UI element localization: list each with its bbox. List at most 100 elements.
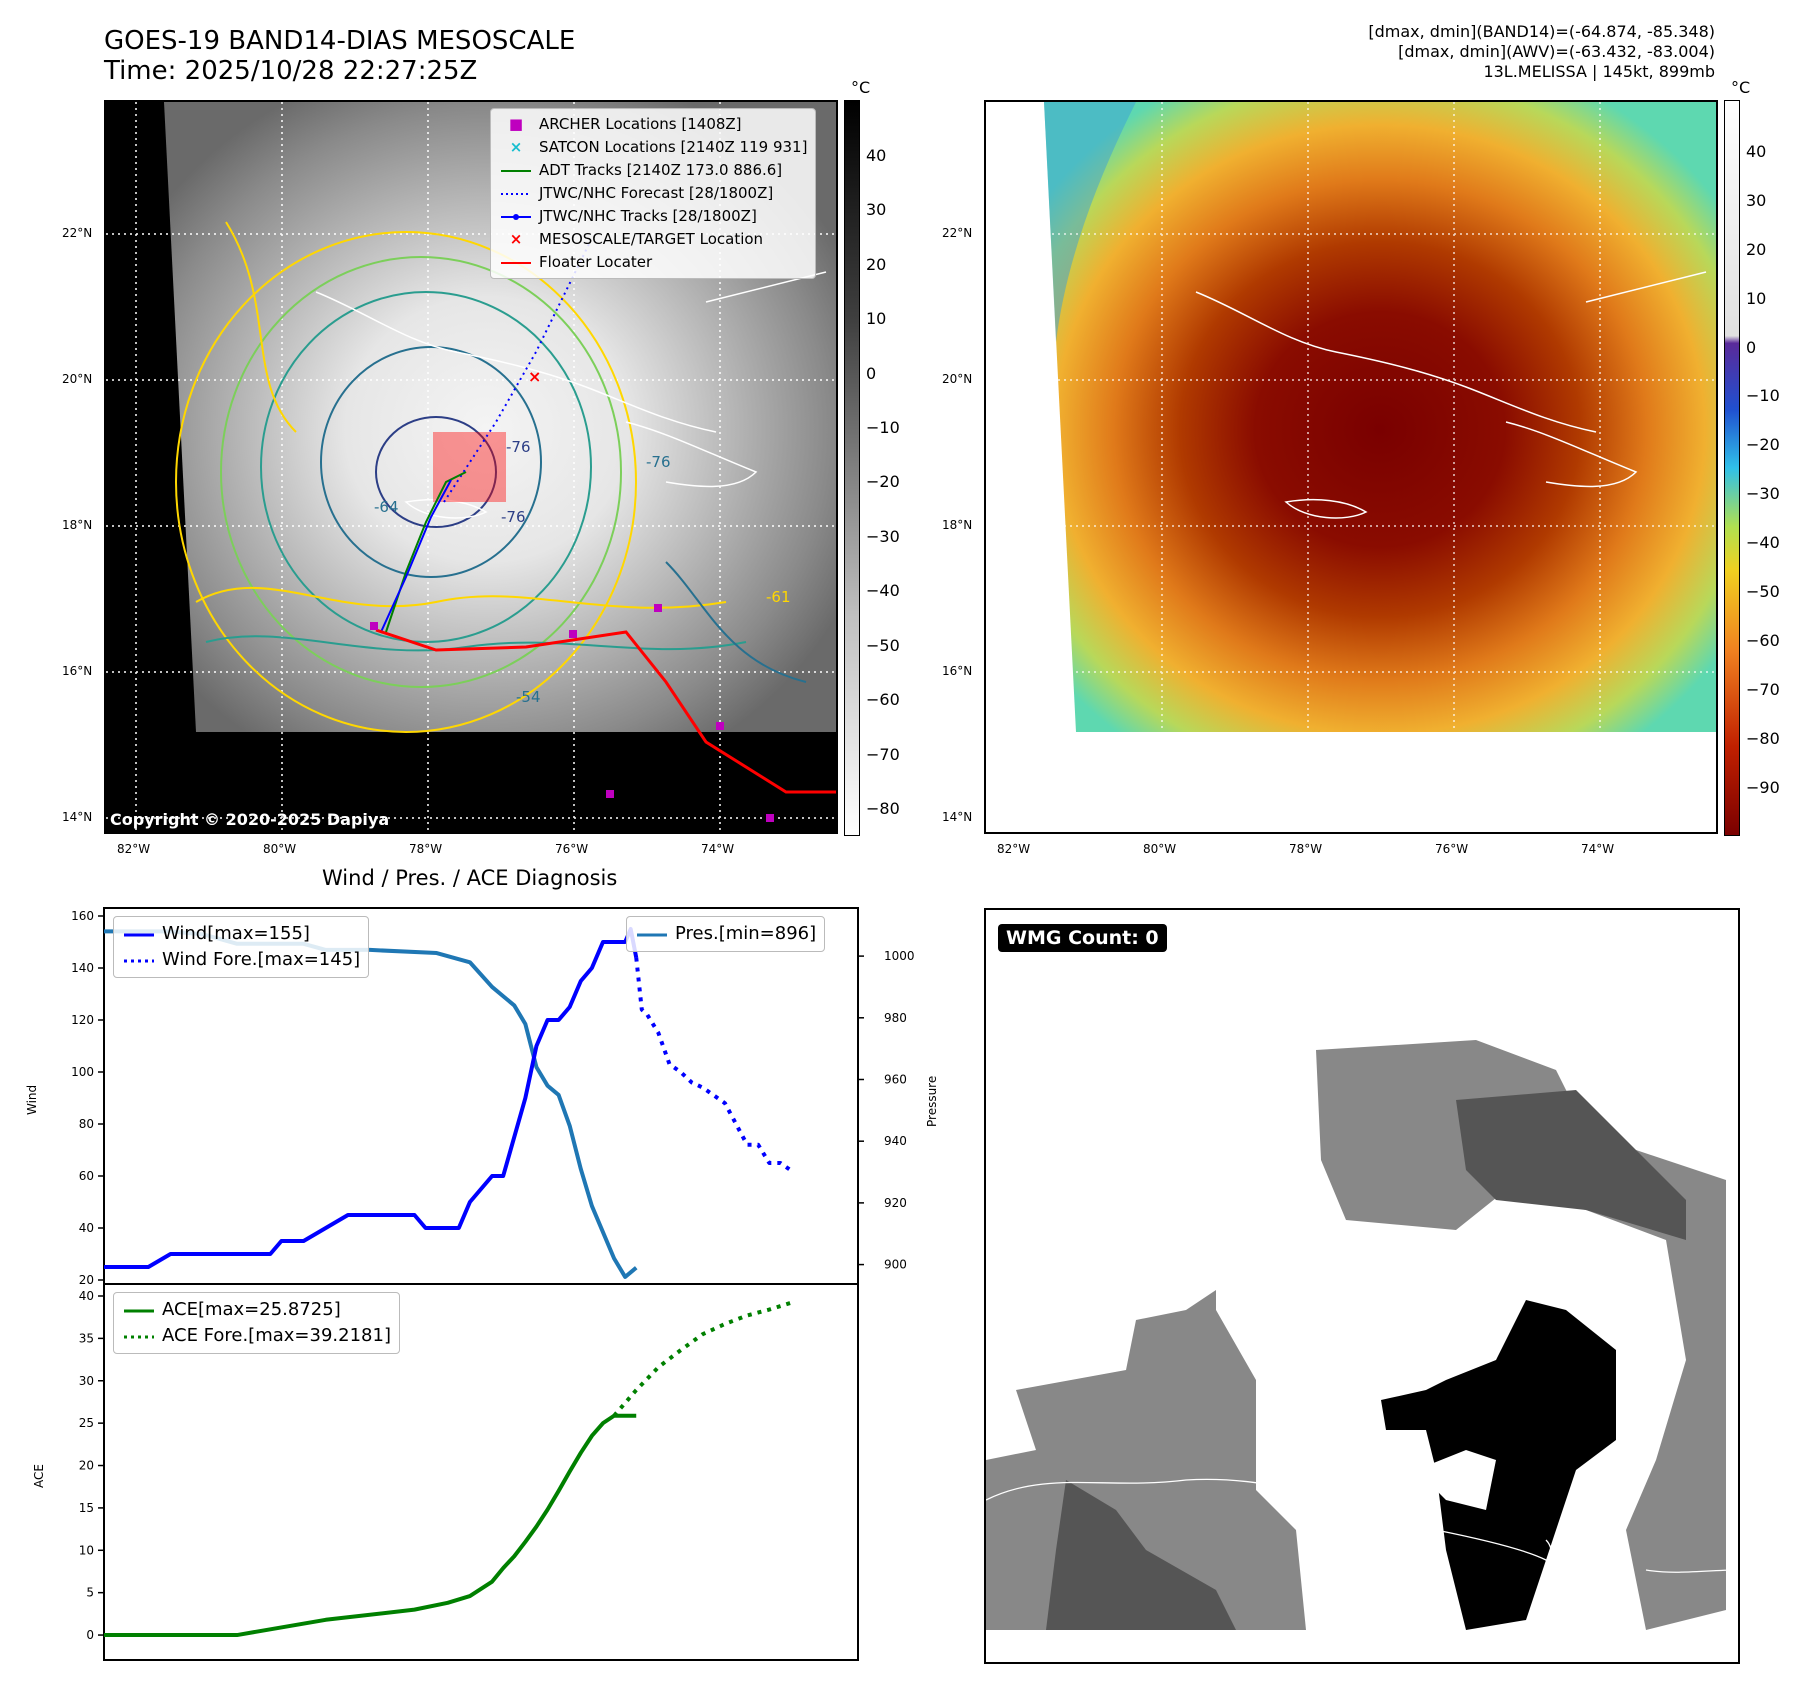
lat-tick: 18°N <box>942 518 973 532</box>
legend-item-target: × MESOSCALE/TARGET Location <box>499 228 807 251</box>
y-tick-label: 30 <box>79 1374 94 1388</box>
pressure-axis-label: Pressure <box>925 1075 939 1127</box>
y-tick-label: 20 <box>79 1459 94 1473</box>
y-tick-label: 1000 <box>884 949 915 963</box>
ace-axis-label: ACE <box>32 1464 46 1488</box>
wmg-coastlines <box>986 1478 1738 1573</box>
legend-item-archer: ■ ARCHER Locations [1408Z] <box>499 113 807 136</box>
awv-map-graphic <box>986 102 1716 832</box>
legend-item-pressure: Pres.[min=896] <box>635 921 816 947</box>
legend-item-ace-forecast: ACE Fore.[max=39.2181] <box>122 1323 391 1349</box>
jtwc-track <box>380 479 452 633</box>
awv-map <box>984 100 1718 834</box>
dotted-line-icon <box>122 1323 156 1349</box>
awv-moist-region <box>1044 102 1136 342</box>
lat-tick: 14°N <box>942 810 973 824</box>
wind-forecast-series-line <box>634 957 793 1173</box>
contour-labels: -64 -76 -76 -76 -54 -61 <box>374 438 791 706</box>
lat-tick: 20°N <box>62 372 93 386</box>
y-tick-label: 160 <box>71 909 94 923</box>
lat-tick: 22°N <box>942 226 973 240</box>
figure-stats: [dmax, dmin](BAND14)=(-64.874, -85.348) … <box>1368 22 1715 82</box>
ace-legend: ACE[max=25.8725] ACE Fore.[max=39.2181] <box>113 1292 400 1354</box>
target-marker: × <box>528 367 541 386</box>
lat-tick: 20°N <box>942 372 973 386</box>
line-icon <box>499 159 533 182</box>
y-tick-label: 0 <box>86 1628 94 1642</box>
lon-tick: 78°W <box>1289 842 1323 856</box>
wmg-graphic <box>986 1040 1738 1630</box>
y-tick-label: 35 <box>79 1331 94 1345</box>
figure-title: GOES-19 BAND14-DIAS MESOSCALE Time: 2025… <box>104 26 575 86</box>
y-tick-label: 15 <box>79 1501 94 1515</box>
wmg-count-badge: WMG Count: 0 <box>998 924 1167 952</box>
lon-tick: 74°W <box>1581 842 1615 856</box>
ir-contours <box>175 221 807 733</box>
ir-colorbar <box>844 100 860 836</box>
y-tick-label: 25 <box>79 1416 94 1430</box>
y-tick-label: 40 <box>79 1289 94 1303</box>
contour-label: -61 <box>766 588 791 606</box>
awv-colorbar-unit: °C <box>1731 78 1751 97</box>
lat-tick: 16°N <box>62 664 93 678</box>
lon-tick: 76°W <box>555 842 589 856</box>
dotted-line-icon <box>499 182 533 205</box>
awv-colorbar <box>1724 100 1740 836</box>
y-tick-label: 140 <box>71 961 94 975</box>
diagnosis-title: Wind / Pres. / ACE Diagnosis <box>322 866 618 890</box>
legend-item-satcon: × SATCON Locations [2140Z 119 931] <box>499 136 808 159</box>
stats-line-3: 13L.MELISSA | 145kt, 899mb <box>1483 62 1715 81</box>
ir-map: -64 -76 -76 -76 -54 -61 × <box>104 100 838 834</box>
y-tick-label: 980 <box>884 1011 907 1025</box>
stats-line-1: [dmax, dmin](BAND14)=(-64.874, -85.348) <box>1368 22 1715 41</box>
contour-label: -54 <box>516 688 541 706</box>
pressure-legend: Pres.[min=896] <box>626 916 826 952</box>
y-tick-label: 40 <box>79 1221 94 1235</box>
lon-tick: 78°W <box>409 842 443 856</box>
y-tick-label: 940 <box>884 1134 907 1148</box>
line-icon <box>635 921 669 947</box>
awv-gridlines <box>986 102 1716 832</box>
line-icon <box>122 921 156 947</box>
line-icon <box>122 1297 156 1323</box>
lon-tick: 76°W <box>1435 842 1469 856</box>
dotted-line-icon <box>122 947 156 973</box>
y-tick-label: 900 <box>884 1258 907 1272</box>
contour-label: -64 <box>374 498 399 516</box>
contour-label: -76 <box>501 508 526 526</box>
y-tick-label: 20 <box>79 1273 94 1287</box>
y-tick-label: 5 <box>86 1586 94 1600</box>
pressure-series-line <box>104 929 638 1279</box>
ace-forecast-series-line <box>612 1300 793 1418</box>
y-tick-label: 120 <box>71 1013 94 1027</box>
legend-item-wind-forecast: Wind Fore.[max=145] <box>122 947 360 973</box>
wind-legend: Wind[max=155] Wind Fore.[max=145] <box>113 916 370 978</box>
legend-item-wind: Wind[max=155] <box>122 921 360 947</box>
title-line-1: GOES-19 BAND14-DIAS MESOSCALE <box>104 26 576 56</box>
y-tick-label: 100 <box>71 1065 94 1079</box>
y-tick-label: 10 <box>79 1543 94 1557</box>
line-icon <box>499 251 533 274</box>
lon-tick: 74°W <box>701 842 735 856</box>
lon-tick: 82°W <box>117 842 151 856</box>
dot-line-icon <box>499 205 533 228</box>
square-marker-icon: ■ <box>508 115 524 133</box>
ace-series-line <box>104 1413 637 1638</box>
legend-item-forecast: JTWC/NHC Forecast [28/1800Z] <box>499 182 807 205</box>
lon-tick: 80°W <box>263 842 297 856</box>
ir-legend: ■ ARCHER Locations [1408Z] × SATCON Locati… <box>490 108 817 279</box>
title-line-2: Time: 2025/10/28 22:27:25Z <box>104 56 478 86</box>
lon-tick: 82°W <box>997 842 1031 856</box>
legend-item-jtwc: JTWC/NHC Tracks [28/1800Z] <box>499 205 807 228</box>
stats-line-2: [dmax, dmin](AWV)=(-63.432, -83.004) <box>1398 42 1715 61</box>
wind-axis-label: Wind <box>25 1084 39 1115</box>
y-tick-label: 60 <box>79 1169 94 1183</box>
cross-marker-icon: × <box>509 230 523 248</box>
awv-coastlines <box>1195 271 1707 519</box>
awv-imagery <box>1044 102 1716 732</box>
lat-tick: 22°N <box>62 226 93 240</box>
copyright-text: Copyright © 2020-2025 Dapiya <box>110 810 390 829</box>
archer-markers <box>370 604 774 822</box>
lat-tick: 14°N <box>62 810 93 824</box>
contour-label: -76 <box>506 438 531 456</box>
